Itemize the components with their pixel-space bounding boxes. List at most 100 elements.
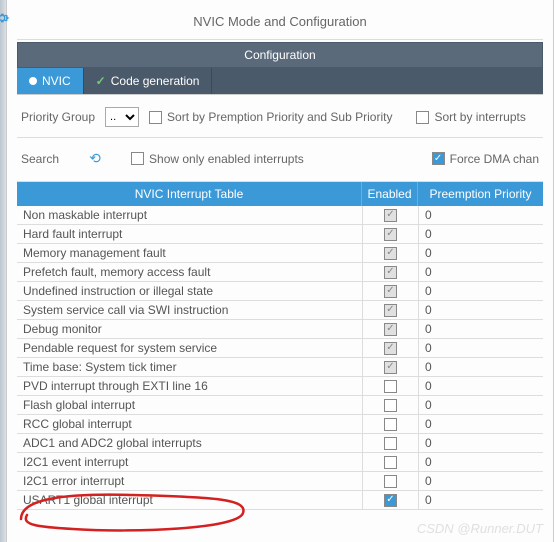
table-row[interactable]: Pendable request for system service 0 [17,339,543,358]
interrupt-name: Time base: System tick timer [17,358,362,376]
table-row[interactable]: System service call via SWI instruction0 [17,301,543,320]
table-row[interactable]: I2C1 error interrupt 0 [17,472,543,491]
enabled-cell [362,339,418,357]
priority-value[interactable]: 0 [418,491,543,509]
show-enabled-checkbox[interactable] [131,152,144,165]
priority-value[interactable]: 0 [418,282,543,300]
priority-value[interactable]: 0 [418,225,543,243]
enabled-checkbox [384,304,397,317]
enabled-checkbox [384,228,397,241]
col-priority[interactable]: Preemption Priority [418,182,543,206]
enabled-cell [362,225,418,243]
priority-value[interactable]: 0 [418,396,543,414]
table-row[interactable]: USART1 global interrupt 0 [17,491,543,510]
table-row[interactable]: Non maskable interrupt 0 [17,206,543,225]
priority-value[interactable]: 0 [418,244,543,262]
table-row[interactable]: Undefined instruction or illegal state 0 [17,282,543,301]
priority-group-select[interactable]: .. [105,107,139,127]
interrupt-name: Pendable request for system service [17,339,362,357]
table-row[interactable]: PVD interrupt through EXTI line 16 0 [17,377,543,396]
table-row[interactable]: Flash global interrupt 0 [17,396,543,415]
enabled-cell [362,244,418,262]
tab-bar: NVIC ✓ Code generation [17,68,543,95]
priority-value[interactable]: 0 [418,415,543,433]
tab-nvic[interactable]: NVIC [17,68,84,94]
filter-row-2: Search ⟲ Show only enabled interrupts Fo… [17,138,543,182]
interrupt-name: USART1 global interrupt [17,491,362,509]
priority-value[interactable]: 0 [418,453,543,471]
check-icon: ✓ [96,74,106,88]
priority-value[interactable]: 0 [418,472,543,490]
enabled-cell [362,434,418,452]
interrupt-name: Undefined instruction or illegal state [17,282,362,300]
gear-icon[interactable] [0,10,10,26]
table-row[interactable]: Time base: System tick timer 0 [17,358,543,377]
config-header: Configuration [17,42,543,68]
sort-interrupts-label: Sort by interrupts [434,110,525,124]
enabled-checkbox[interactable] [384,475,397,488]
watermark: CSDN @Runner.DUT [417,521,543,536]
enabled-cell [362,206,418,224]
enabled-checkbox [384,285,397,298]
table-row[interactable]: Debug monitor0 [17,320,543,339]
enabled-checkbox [384,342,397,355]
enabled-cell [362,396,418,414]
interrupt-name: Prefetch fault, memory access fault [17,263,362,281]
enabled-checkbox[interactable] [384,437,397,450]
tab-label: Code generation [111,74,200,88]
table-row[interactable]: Memory management fault 0 [17,244,543,263]
enabled-cell [362,453,418,471]
priority-value[interactable]: 0 [418,206,543,224]
sort-interrupts-checkbox[interactable] [416,111,429,124]
priority-value[interactable]: 0 [418,320,543,338]
panel-title: NVIC Mode and Configuration [17,0,543,40]
table-row[interactable]: ADC1 and ADC2 global interrupts 0 [17,434,543,453]
interrupt-name: Memory management fault [17,244,362,262]
priority-value[interactable]: 0 [418,301,543,319]
enabled-checkbox[interactable] [384,380,397,393]
force-dma-label: Force DMA chan [450,152,539,166]
priority-value[interactable]: 0 [418,263,543,281]
priority-value[interactable]: 0 [418,358,543,376]
enabled-checkbox[interactable] [384,418,397,431]
enabled-cell [362,282,418,300]
enabled-checkbox[interactable] [384,494,397,507]
enabled-cell [362,263,418,281]
enabled-cell [362,377,418,395]
table-row[interactable]: I2C1 event interrupt0 [17,453,543,472]
search-icon[interactable]: ⟲ [87,150,103,167]
tab-label: NVIC [42,74,71,88]
filter-row-1: Priority Group .. Sort by Premption Prio… [17,95,543,138]
interrupt-table: NVIC Interrupt Table Enabled Preemption … [17,182,543,510]
table-row[interactable]: Hard fault interrupt0 [17,225,543,244]
priority-value[interactable]: 0 [418,377,543,395]
table-row[interactable]: Prefetch fault, memory access fault 0 [17,263,543,282]
enabled-cell [362,472,418,490]
table-row[interactable]: RCC global interrupt 0 [17,415,543,434]
tab-code-generation[interactable]: ✓ Code generation [84,68,213,94]
interrupt-name: PVD interrupt through EXTI line 16 [17,377,362,395]
search-label: Search [21,152,59,166]
col-name[interactable]: NVIC Interrupt Table [17,182,362,206]
enabled-checkbox[interactable] [384,399,397,412]
enabled-checkbox [384,209,397,222]
enabled-checkbox [384,266,397,279]
priority-value[interactable]: 0 [418,434,543,452]
bullet-icon [29,77,37,85]
priority-value[interactable]: 0 [418,339,543,357]
interrupt-name: RCC global interrupt [17,415,362,433]
priority-group-label: Priority Group [21,110,95,124]
enabled-cell [362,491,418,509]
enabled-checkbox [384,247,397,260]
interrupt-name: ADC1 and ADC2 global interrupts [17,434,362,452]
col-enabled[interactable]: Enabled [362,182,418,206]
force-dma-checkbox[interactable] [432,152,445,165]
sort-preemption-checkbox[interactable] [149,111,162,124]
enabled-checkbox[interactable] [384,456,397,469]
interrupt-name: I2C1 error interrupt [17,472,362,490]
interrupt-name: Non maskable interrupt [17,206,362,224]
enabled-cell [362,301,418,319]
interrupt-name: Flash global interrupt [17,396,362,414]
enabled-cell [362,320,418,338]
enabled-cell [362,358,418,376]
